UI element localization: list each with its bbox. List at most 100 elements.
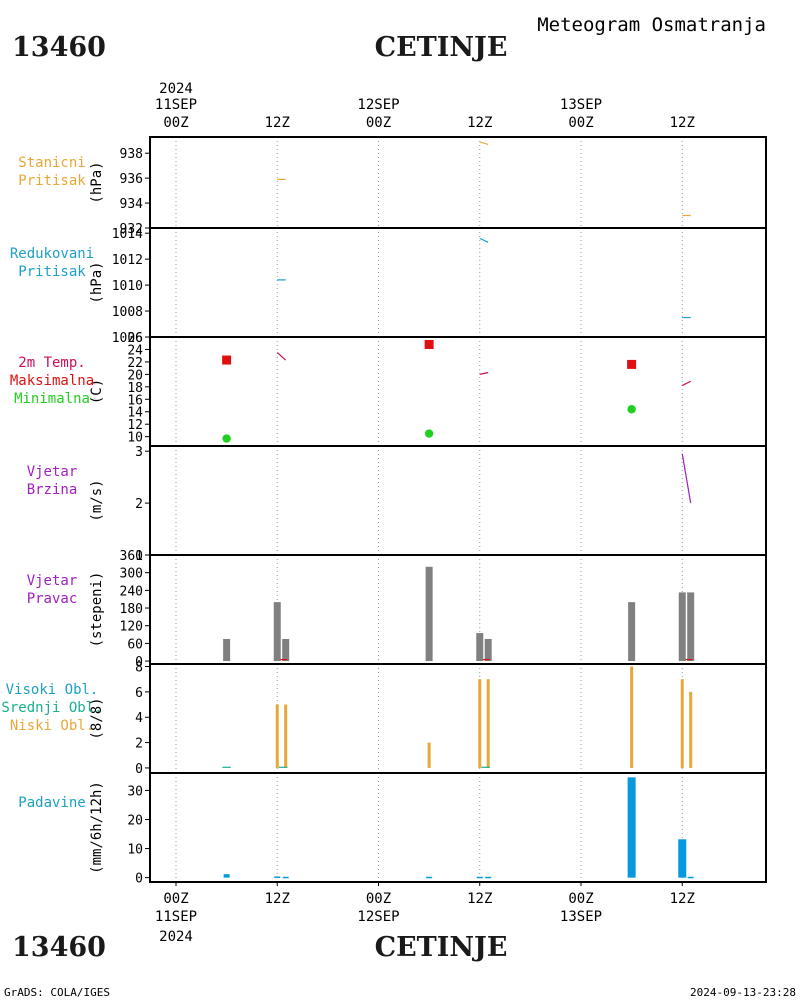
top-hour-label: 12Z xyxy=(670,115,695,131)
y-tick-label: 20 xyxy=(127,368,143,383)
bottom-hour-label: 12Z xyxy=(467,891,492,907)
station-name-bottom: CETINJE xyxy=(375,932,508,963)
variable-label: Pravac xyxy=(27,591,78,607)
y-tick-label: 10 xyxy=(127,843,143,858)
bar xyxy=(628,602,636,662)
y-tick-label: 1010 xyxy=(112,279,143,294)
y-tick-label: 6 xyxy=(135,686,143,701)
y-tick-label: 14 xyxy=(127,406,143,421)
bar xyxy=(630,666,634,768)
top-hour-label: 12Z xyxy=(265,115,290,131)
bar xyxy=(678,592,686,662)
series-segment xyxy=(681,380,691,387)
bar xyxy=(223,638,231,662)
panel-station-pressure: 932 934 936 938 (hPa)Stanicni Pritisak xyxy=(18,136,767,237)
top-year-label: 2024 xyxy=(159,81,193,97)
variable-label: 2m Temp. xyxy=(18,355,85,371)
bar xyxy=(486,679,490,768)
bar xyxy=(478,679,482,768)
y-axis-label: (m/s) xyxy=(89,479,105,521)
y-tick-label: 26 xyxy=(127,331,143,346)
panel-frame xyxy=(149,554,767,665)
top-date-label: 11SEP xyxy=(155,97,197,113)
top-date-label: 12SEP xyxy=(357,97,399,113)
bar xyxy=(273,602,281,662)
variable-label: Pritisak xyxy=(18,264,86,280)
y-axis-label: (mm/6h/12h) xyxy=(89,781,105,874)
y-tick-label: 120 xyxy=(120,620,143,635)
bar xyxy=(426,876,433,879)
variable-label: Stanicni xyxy=(18,155,85,171)
y-tick-label: 60 xyxy=(127,637,143,652)
y-tick-label: 1012 xyxy=(112,253,143,268)
bottom-hour-label: 00Z xyxy=(366,891,391,907)
panel-frame xyxy=(149,445,767,556)
top-hour-label: 12Z xyxy=(467,115,492,131)
series-segment xyxy=(479,237,489,243)
y-tick-label: 20 xyxy=(127,814,143,829)
bar xyxy=(425,566,433,662)
y-tick-label: 22 xyxy=(127,356,143,371)
y-tick-label: 18 xyxy=(127,381,143,396)
bottom-year-label: 2024 xyxy=(159,929,193,945)
y-axis-label: (C) xyxy=(89,379,105,404)
bar xyxy=(476,876,483,879)
variable-label: Minimalna xyxy=(14,391,90,407)
panel-frame xyxy=(149,663,767,774)
y-tick-label: 1014 xyxy=(112,227,143,242)
y-tick-label: 4 xyxy=(135,711,143,726)
time-axis-top: 11SEP 00Z 12Z 12SEP 00Z 12Z 13SEP 00Z 12Z xyxy=(155,97,695,131)
variable-label: Maksimalna xyxy=(10,373,94,389)
y-tick-label: 2 xyxy=(135,737,143,752)
y-tick-label: 360 xyxy=(120,549,143,564)
panels: 932934936938(hPa)StanicniPritisak1006100… xyxy=(1,136,767,887)
y-tick-label: 936 xyxy=(120,172,143,187)
y-tick-label: 24 xyxy=(127,343,143,358)
bar xyxy=(627,777,636,878)
bar xyxy=(680,679,684,768)
y-tick-label: 30 xyxy=(127,784,143,799)
bar xyxy=(689,691,693,768)
y-tick-label: 180 xyxy=(120,602,143,617)
y-tick-label: 0 xyxy=(135,762,143,777)
bar xyxy=(282,638,290,662)
top-hour-label: 00Z xyxy=(366,115,391,131)
y-tick-label: 0 xyxy=(135,872,143,887)
panel-reduced-pressure: 1006 1008 1010 1012 1014 (hPa)Redukovani Priti… xyxy=(10,227,767,346)
time-axis-bottom: 00Z 11SEP 12Z 00Z 12SEP 12Z 00Z 13SEP 12Z xyxy=(155,891,695,925)
station-id-top: 13460 xyxy=(12,32,106,63)
y-tick-label: 1006 xyxy=(112,331,143,346)
bar xyxy=(284,704,288,768)
y-tick-label: 300 xyxy=(120,567,143,582)
y-tick-label: 16 xyxy=(127,393,143,408)
bar xyxy=(282,876,289,879)
bar xyxy=(223,874,230,878)
max-temp-marker xyxy=(627,359,637,369)
y-tick-label: 934 xyxy=(120,197,144,212)
product-title: Meteogram Osmatranja xyxy=(537,14,766,36)
variable-label: Pritisak xyxy=(18,173,86,189)
variable-label: Padavine xyxy=(18,795,85,811)
panel-frame xyxy=(149,227,767,338)
variable-label: Vjetar xyxy=(27,464,78,480)
min-temp-marker xyxy=(222,434,231,443)
y-tick-label: 12 xyxy=(127,418,143,433)
y-tick-label: 0 xyxy=(135,655,143,670)
series-segment xyxy=(276,352,287,361)
bar xyxy=(484,638,492,662)
top-hour-label: 00Z xyxy=(568,115,593,131)
panel-wind-speed: 1 2 3 (m/s) Vjetar Brzina xyxy=(27,445,767,564)
y-axis-label: (stepeni) xyxy=(89,572,105,648)
timestamp-label: 2024-09-13-23:28 xyxy=(690,986,796,999)
y-tick-label: 1 xyxy=(135,549,143,564)
bottom-hour-label: 12Z xyxy=(265,891,290,907)
y-tick-label: 3 xyxy=(135,445,143,460)
panel-frame xyxy=(149,336,767,447)
bar xyxy=(427,742,431,768)
station-id-bottom: 13460 xyxy=(12,932,106,963)
credit-label: GrADS: COLA/IGES xyxy=(4,986,110,999)
y-axis-label: (hPa) xyxy=(89,161,105,203)
bar xyxy=(275,704,279,768)
panel-cloud-cover: 0 2 4 6 8 (8/8)Visoki Obl. Srednji Obl. Niski O… xyxy=(1,661,767,777)
panel-wind-direction: 0 60 120 180 240 300 360 (stepeni) Vjetar Pravac xyxy=(27,549,767,670)
